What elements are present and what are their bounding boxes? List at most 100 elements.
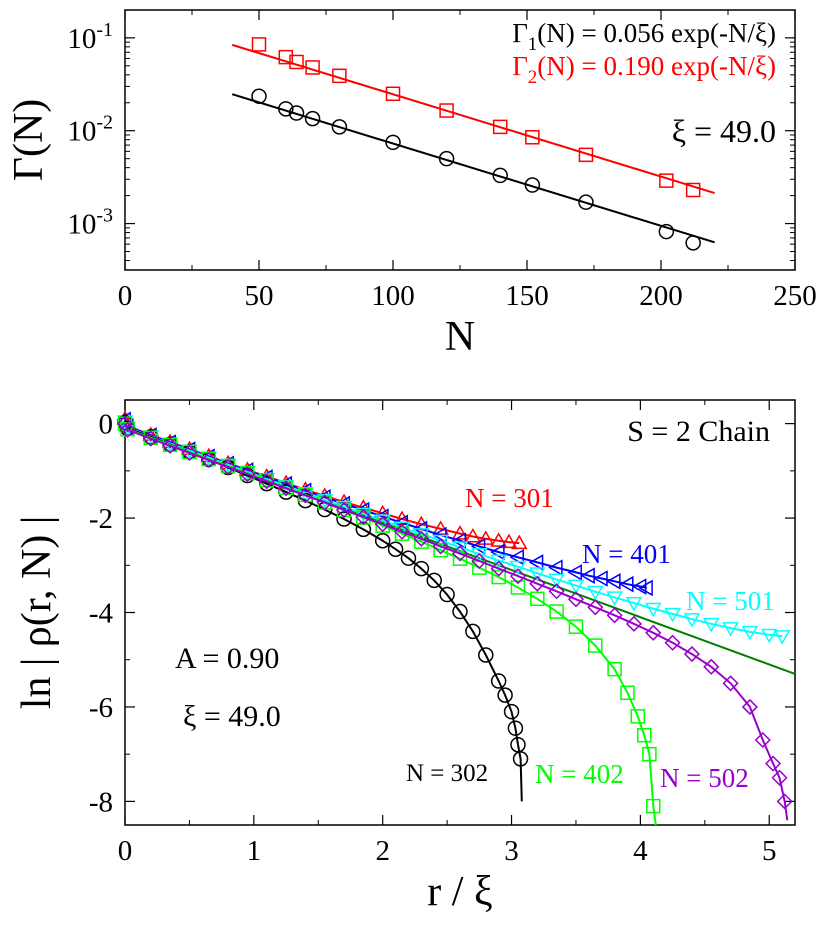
- data-point: [497, 687, 513, 703]
- data-point: [683, 613, 701, 628]
- top-chart: 0 50 100 150 200 250 10-3 10-2 10-1 N Γ(N) Γ1(N) = …: [6, 9, 817, 360]
- data-point-Γ2: [439, 103, 454, 118]
- data-point: [568, 619, 584, 634]
- data-point: [374, 516, 391, 533]
- data-point: [741, 698, 758, 716]
- curve-N401: [124, 419, 648, 589]
- data-point: [393, 523, 411, 540]
- data-point: [509, 568, 527, 585]
- data-point-Γ2: [525, 130, 540, 145]
- data-point: [400, 550, 417, 566]
- data-point: [451, 525, 469, 540]
- curve-N502: [124, 423, 789, 821]
- label-n302: N = 302: [406, 760, 488, 787]
- data-point: [490, 673, 507, 689]
- x-tick-label: 0: [118, 280, 133, 312]
- data-point: [773, 630, 791, 645]
- data-point: [606, 607, 623, 624]
- data-point: [297, 487, 314, 504]
- data-point-Γ1: [492, 167, 508, 184]
- y-tick-label: -6: [89, 692, 113, 724]
- data-point: [452, 551, 468, 566]
- y-tick-label: -2: [89, 503, 113, 535]
- data-point: [683, 645, 700, 663]
- x-tick-label: 250: [773, 280, 817, 312]
- label-n501: N = 501: [686, 586, 775, 616]
- data-point: [548, 559, 563, 576]
- xi-annotation: ξ = 49.0: [183, 700, 281, 733]
- y-tick-label: 10-3: [67, 205, 113, 241]
- data-point: [645, 624, 662, 641]
- data-point: [490, 532, 507, 547]
- data-point: [771, 769, 788, 786]
- data-point-Γ1: [658, 223, 675, 240]
- data-point: [618, 575, 634, 593]
- data-point: [478, 647, 494, 663]
- data-point: [451, 545, 469, 562]
- fit-line-Γ2: [231, 43, 715, 194]
- data-point: [336, 511, 352, 527]
- data-point: [625, 597, 643, 612]
- data-point-Γ2: [289, 54, 304, 70]
- data-point: [567, 591, 585, 608]
- data-point: [765, 755, 782, 772]
- y-tick-label: 10-1: [67, 19, 113, 55]
- data-point: [529, 567, 546, 582]
- data-point: [509, 560, 527, 576]
- data-point: [387, 541, 404, 557]
- data-point: [433, 542, 448, 558]
- data-point: [567, 579, 585, 595]
- chain-title: S = 2 Chain: [627, 415, 770, 448]
- data-point-Γ1: [685, 235, 701, 251]
- data-point: [606, 573, 621, 590]
- data-point: [355, 509, 372, 526]
- data-point: [606, 591, 623, 606]
- data-point: [548, 573, 565, 588]
- data-point: [510, 534, 528, 550]
- data-point: [116, 415, 134, 432]
- y-tick-label: -8: [89, 786, 113, 818]
- data-point: [638, 579, 653, 597]
- data-point: [335, 501, 353, 519]
- x-tick-label: 100: [371, 280, 415, 312]
- data-point: [567, 564, 582, 581]
- data-point: [722, 622, 739, 637]
- data-point: [490, 560, 507, 577]
- data-point: [503, 703, 520, 720]
- data-point: [477, 530, 495, 545]
- data-point: [754, 731, 771, 749]
- data-point-Γ2: [278, 49, 294, 65]
- data-point: [181, 444, 198, 461]
- data-point-Γ2: [492, 119, 508, 135]
- data-point: [637, 728, 652, 743]
- y-tick-label: 0: [99, 409, 114, 441]
- legend-entry: Γ1(N) = 0.056 exp(-N/ξ): [512, 18, 776, 55]
- data-point: [530, 591, 545, 607]
- x-tick-label: 4: [633, 835, 648, 867]
- legend-entry: Γ2(N) = 0.190 exp(-N/ξ): [512, 51, 776, 88]
- data-point: [587, 599, 604, 616]
- data-point: [549, 604, 564, 619]
- data-point-Γ2: [659, 173, 674, 188]
- data-point: [465, 623, 481, 640]
- data-point: [512, 751, 529, 767]
- data-point: [702, 617, 720, 633]
- data-point: [451, 541, 469, 556]
- data-point: [432, 534, 449, 550]
- data-point-Γ1: [304, 110, 321, 127]
- y-axis-label: ln | ρ(r, N) |: [14, 516, 60, 710]
- data-point: [470, 538, 486, 555]
- data-point-Γ2: [385, 86, 401, 102]
- data-point: [529, 575, 546, 592]
- data-point: [642, 746, 657, 762]
- data-point: [528, 554, 544, 571]
- y-axis-label: Γ(N): [6, 99, 52, 182]
- label-n402: N = 402: [535, 759, 624, 789]
- data-point: [507, 720, 524, 736]
- a-annotation: A = 0.90: [175, 642, 279, 675]
- data-point: [722, 675, 739, 692]
- data-point: [490, 554, 507, 570]
- data-point: [580, 567, 595, 584]
- data-point: [355, 521, 372, 538]
- data-point: [510, 580, 526, 595]
